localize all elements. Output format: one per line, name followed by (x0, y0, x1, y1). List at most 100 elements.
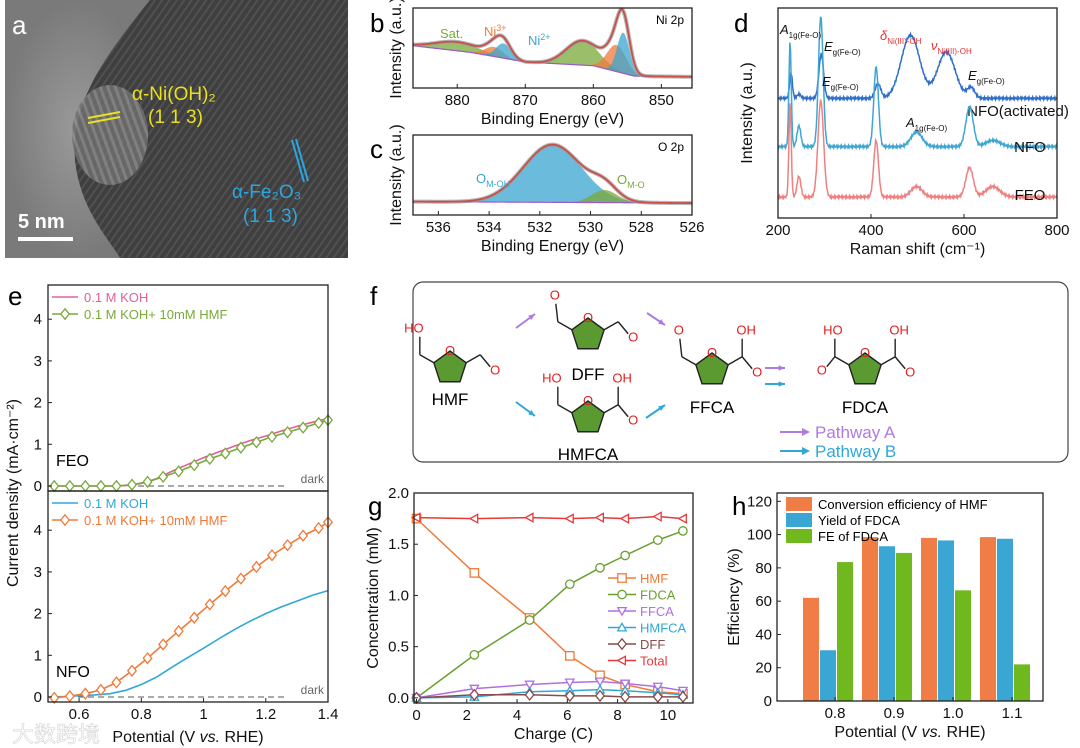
x-tick-label: 0.6 (69, 706, 90, 723)
x-tick-label: 2 (463, 707, 471, 724)
bar-fe-of-fdca (955, 590, 971, 701)
bar-conversion-efficiency-of-hmf (980, 537, 996, 701)
diamond-marker (282, 425, 293, 439)
tri-down-marker (619, 679, 631, 690)
diamond-marker (59, 307, 71, 321)
diamond-marker (282, 538, 293, 552)
diamond-marker (64, 689, 75, 703)
diamond-marker (158, 638, 169, 651)
panel-label-g: g (368, 491, 382, 521)
x-axis-label: Potential (V vs. RHE) (112, 729, 263, 746)
annotation-main: δ (880, 28, 888, 43)
annotation-sub: Ni(III)-OH (938, 47, 972, 56)
legend-label: 0.1 M KOH (84, 496, 148, 511)
arrow-head-icon (528, 409, 535, 416)
bond (617, 321, 629, 335)
x-tick-label: 526 (679, 219, 704, 236)
series-line-hmfca (416, 688, 684, 699)
atom-label-o: O (707, 345, 717, 360)
diamond-marker (173, 624, 184, 638)
legend-label: Conversion efficiency of HMF (818, 497, 988, 512)
diamond-marker (313, 521, 324, 535)
bar-conversion-efficiency-of-hmf (803, 597, 819, 701)
diamond-marker (298, 421, 309, 434)
raman-annotation: A1g(Fe-O) (779, 22, 821, 40)
panel-f-reaction-scheme: HMF DFF HMFCA FFCA FDCA Pathway A Pathwa… (404, 281, 1069, 464)
atom-label-o: O (490, 363, 500, 378)
bond (826, 356, 836, 368)
annotation-main: ν (931, 38, 938, 53)
bond (894, 356, 906, 370)
atom-label-o: O (583, 310, 593, 325)
y-tick-label: 0 (34, 478, 42, 495)
diamond-marker (220, 447, 231, 460)
furan-ring (571, 400, 605, 433)
diamond-marker (266, 430, 278, 444)
diamond-marker (204, 598, 215, 611)
diamond-marker (677, 690, 688, 704)
y-tick-label: 40 (755, 626, 772, 643)
circle-marker (652, 535, 663, 545)
x-axis-label-part: vs. (200, 729, 220, 746)
pathway-b-legend-arrow-icon (802, 447, 810, 455)
atom-label-oh: OH (612, 371, 632, 386)
panel-label-a: a (12, 10, 27, 40)
panel-label-e: e (8, 281, 22, 311)
plane-label-fe2o3: (1 1 3) (243, 206, 298, 227)
legend-label: Total (640, 654, 668, 669)
fit-envelope (412, 8, 693, 78)
arrow-head-icon (528, 314, 535, 321)
legend-label: 0.1 M KOH+ 10mM HMF (84, 307, 227, 322)
bond (603, 404, 619, 414)
bond (557, 321, 573, 331)
x-tick-label: 400 (858, 222, 883, 239)
atom-label-o: O (583, 393, 593, 408)
diamond-marker (220, 584, 231, 598)
diamond-marker (652, 690, 663, 704)
x-tick-label: 200 (765, 222, 790, 239)
bond (741, 356, 753, 370)
bond (603, 321, 619, 331)
diamond-marker (126, 478, 138, 491)
dark-label: dark (301, 472, 325, 486)
x-tick-label: 528 (629, 219, 654, 236)
circle-marker (564, 579, 575, 590)
diamond-marker (80, 687, 91, 700)
diamond-marker (158, 470, 169, 484)
atom-label-oh: OH (889, 323, 909, 338)
x-tick-label: 10 (660, 707, 677, 724)
atom-label-oh: OH (736, 323, 756, 338)
annotation-sub: g(Fe-O) (977, 77, 1005, 86)
panel-label-f: f (370, 281, 378, 311)
xps-chart-b: 880 870 860 850 Ni 2p Binding Energy (eV) Inte… (388, 0, 693, 128)
square-marker (469, 568, 480, 578)
annotation-main: A (779, 22, 789, 37)
legend-label: HMFCA (640, 621, 687, 636)
x-tick-label: 880 (445, 92, 470, 109)
annotation-main: Ni (528, 33, 540, 48)
series-line-fdca (416, 530, 684, 699)
bond (479, 354, 491, 368)
x-tick-label: 0.8 (825, 705, 846, 722)
y-tick-label: 2.0 (388, 485, 409, 502)
legend-swatch (786, 529, 812, 543)
atom-label-o: O (674, 323, 684, 338)
circle-marker (469, 650, 480, 660)
fit-envelope (412, 143, 693, 204)
atom-label-o: O (905, 365, 915, 380)
diamond-marker (142, 475, 153, 489)
y-tick-label: 1 (34, 647, 42, 664)
x-tick-label: 0.9 (884, 705, 905, 722)
y-tick-label: 1.0 (388, 587, 409, 604)
tri-left-marker (468, 513, 479, 524)
series-line-hmf (416, 518, 684, 695)
bar-conversion-efficiency-of-hmf (921, 537, 937, 701)
tri-left-marker (619, 513, 630, 524)
diamond-marker (173, 465, 184, 478)
y-tick-label: 1 (34, 436, 42, 453)
x-tick-label: 1.0 (943, 705, 964, 722)
plot-frame (777, 7, 1058, 219)
panel-label-d: d (734, 8, 748, 38)
y-tick-label: 4 (34, 311, 42, 328)
